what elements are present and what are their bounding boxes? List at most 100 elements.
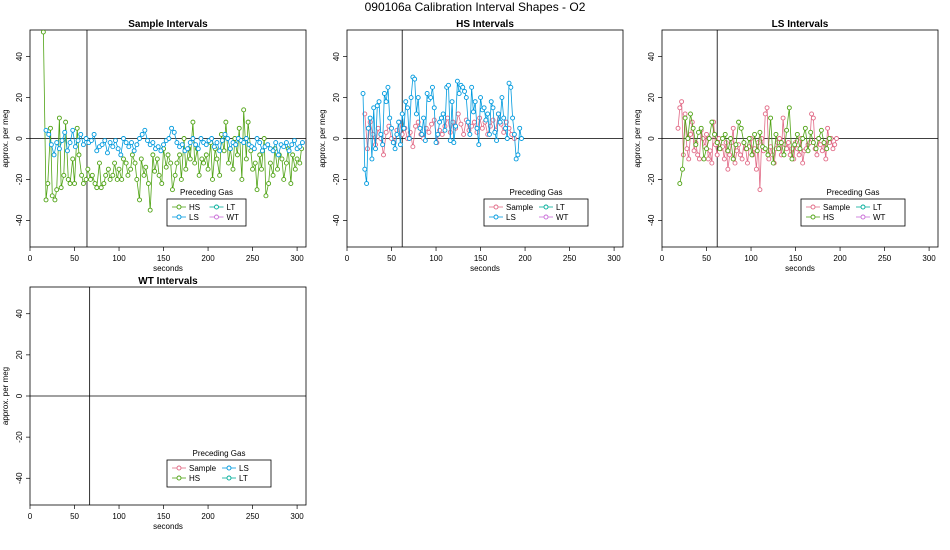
data-point bbox=[431, 105, 437, 111]
data-point bbox=[680, 166, 685, 172]
x-tick-label: 150 bbox=[474, 254, 488, 263]
data-point bbox=[426, 129, 432, 135]
data-point bbox=[474, 125, 480, 131]
x-tick-label: 0 bbox=[345, 254, 350, 263]
data-point bbox=[394, 127, 400, 133]
data-point bbox=[67, 140, 73, 146]
data-point bbox=[281, 176, 287, 182]
legend-key-marker bbox=[810, 214, 816, 220]
data-point bbox=[166, 136, 172, 141]
data-point bbox=[677, 181, 683, 186]
data-point bbox=[483, 117, 489, 123]
x-tick-label: 250 bbox=[246, 512, 260, 521]
y-tick-label: 0 bbox=[15, 136, 24, 141]
data-point bbox=[487, 131, 492, 137]
data-point bbox=[519, 136, 524, 141]
x-tick-label: 100 bbox=[112, 254, 126, 263]
data-point bbox=[730, 125, 736, 131]
y-axis-label: approx. per meg bbox=[1, 109, 10, 167]
data-point bbox=[785, 140, 791, 146]
data-point bbox=[451, 140, 457, 146]
data-point bbox=[693, 142, 699, 148]
data-point bbox=[805, 148, 811, 154]
data-point bbox=[121, 136, 126, 141]
data-point bbox=[469, 84, 475, 90]
data-point bbox=[513, 156, 519, 162]
data-point bbox=[291, 138, 297, 143]
x-tick-label: 250 bbox=[246, 254, 260, 263]
data-point bbox=[48, 125, 53, 131]
data-point bbox=[818, 127, 824, 133]
data-point bbox=[145, 138, 150, 143]
data-point bbox=[789, 156, 795, 162]
data-point bbox=[360, 91, 366, 96]
y-tick-label: -40 bbox=[647, 214, 656, 226]
data-point bbox=[503, 125, 508, 131]
data-point bbox=[369, 156, 375, 162]
data-point bbox=[367, 115, 373, 121]
y-tick-label: -20 bbox=[332, 173, 341, 185]
data-point bbox=[139, 131, 145, 137]
data-point bbox=[62, 129, 68, 135]
data-point bbox=[85, 166, 91, 172]
data-point bbox=[682, 115, 688, 121]
data-point bbox=[137, 136, 142, 141]
data-point bbox=[116, 166, 122, 172]
data-point bbox=[257, 140, 263, 146]
data-point bbox=[403, 99, 409, 105]
data-point bbox=[810, 140, 816, 146]
data-point bbox=[714, 152, 720, 158]
y-tick-label: -20 bbox=[647, 173, 656, 185]
data-point bbox=[721, 156, 727, 162]
data-point bbox=[196, 172, 202, 178]
data-point bbox=[449, 99, 455, 105]
y-tick-label: 40 bbox=[15, 52, 24, 61]
data-point bbox=[156, 172, 162, 178]
data-point bbox=[286, 148, 292, 154]
y-tick-label: -40 bbox=[15, 214, 24, 226]
data-point bbox=[490, 105, 496, 111]
data-point bbox=[54, 140, 60, 146]
data-point bbox=[485, 111, 491, 117]
data-point bbox=[251, 146, 257, 152]
data-point bbox=[378, 136, 384, 141]
data-point bbox=[819, 148, 825, 154]
data-point bbox=[422, 138, 428, 143]
data-point bbox=[222, 131, 228, 137]
data-point bbox=[142, 127, 148, 133]
series-hs bbox=[40, 30, 304, 213]
data-point bbox=[43, 127, 49, 133]
data-point bbox=[688, 111, 693, 117]
data-point bbox=[472, 99, 478, 105]
data-point bbox=[72, 181, 77, 186]
data-point bbox=[690, 125, 696, 131]
data-point bbox=[754, 148, 760, 154]
x-tick-label: 100 bbox=[112, 512, 126, 521]
legend-key-marker bbox=[176, 204, 182, 210]
data-point bbox=[455, 111, 461, 117]
data-point bbox=[214, 140, 220, 146]
data-point bbox=[497, 119, 503, 125]
data-point bbox=[387, 115, 393, 121]
data-point bbox=[223, 119, 229, 125]
data-point bbox=[762, 146, 768, 152]
data-point bbox=[193, 142, 199, 148]
data-point bbox=[737, 152, 743, 158]
x-tick-label: 100 bbox=[429, 254, 443, 263]
data-point bbox=[67, 181, 73, 186]
data-point bbox=[211, 144, 217, 150]
legend-key-marker bbox=[493, 204, 499, 210]
data-point bbox=[78, 131, 84, 137]
data-point bbox=[706, 136, 712, 141]
y-tick-label: 20 bbox=[15, 93, 24, 102]
data-point bbox=[479, 125, 485, 131]
legend-box bbox=[800, 198, 906, 227]
data-point bbox=[696, 156, 702, 162]
data-point bbox=[792, 142, 798, 148]
data-point bbox=[275, 152, 281, 158]
data-point bbox=[378, 131, 384, 137]
legend-key-marker bbox=[176, 214, 182, 220]
data-point bbox=[787, 152, 793, 158]
data-point bbox=[168, 160, 174, 166]
data-point bbox=[187, 156, 193, 162]
